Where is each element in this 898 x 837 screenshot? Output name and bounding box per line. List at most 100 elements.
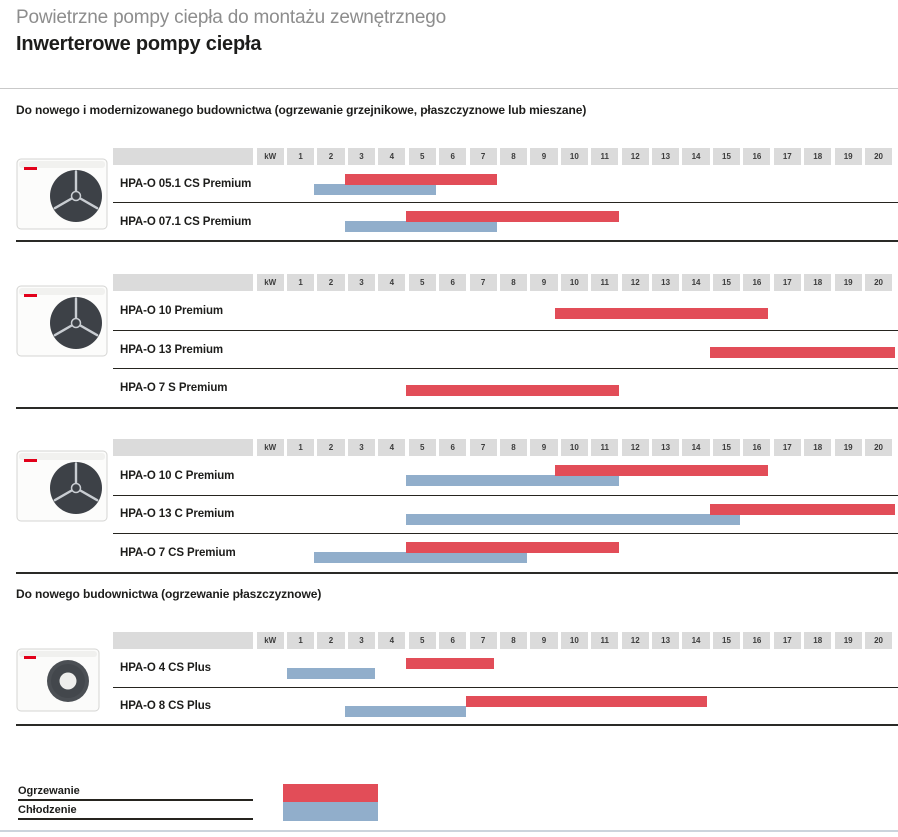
axis-tick-label: 11 — [591, 274, 619, 291]
heating-bar — [466, 695, 707, 707]
heating-bar — [709, 346, 896, 358]
product-name: HPA-O 4 CS Plus — [120, 662, 211, 675]
power-range-table: kW 1 2 3 4 5 6 7 8 9 10 11 12 13 14 15 16 17 18 19 20 HPA-O 1… — [16, 439, 898, 574]
table-area: kW 1 2 3 4 5 6 7 8 9 10 11 12 13 14 15 16 17 18 19 20 HPA-O 1… — [113, 274, 898, 407]
axis-tick-label: 12 — [621, 148, 649, 165]
axis-tick-label: 16 — [743, 274, 771, 291]
axis-tick-label: 14 — [682, 632, 710, 649]
axis-tick-label: 14 — [682, 274, 710, 291]
axis-tick-label: 15 — [712, 274, 741, 291]
axis-tick-label: 1 — [287, 632, 315, 649]
product-name: HPA-O 05.1 CS Premium — [120, 178, 252, 191]
cooling-bar — [314, 184, 437, 195]
axis-tick-label: 1 — [287, 148, 315, 165]
product-name: HPA-O 7 CS Premium — [120, 546, 236, 559]
axis-tick-label: 17 — [773, 148, 801, 165]
axis-tick-label: 1 — [287, 274, 315, 291]
axis-tick-label: 13 — [652, 632, 680, 649]
axis-tick-label: 18 — [804, 632, 832, 649]
axis-header-row: kW 1 2 3 4 5 6 7 8 9 10 11 12 13 14 15 16 17 18 19 20 — [113, 632, 898, 650]
product-row: HPA-O 8 CS Plus — [113, 686, 898, 725]
product-row: HPA-O 7 S Premium — [113, 368, 898, 407]
axis-tick-label: 8 — [499, 439, 528, 456]
cooling-bar — [344, 705, 467, 717]
product-name: HPA-O 10 C Premium — [120, 469, 235, 482]
page-bottom-rule — [0, 830, 898, 832]
axis-tick-label: 18 — [804, 439, 832, 456]
power-range-table: kW 1 2 3 4 5 6 7 8 9 10 11 12 13 14 15 16 17 18 19 20 HPA-O 0… — [16, 148, 898, 242]
axis-tick-label: 2 — [317, 439, 345, 456]
legend: Ogrzewanie Chłodzenie — [16, 783, 416, 823]
axis-tick-label: 9 — [530, 148, 558, 165]
axis-tick-label: 16 — [743, 148, 771, 165]
axis-tick-label: 17 — [773, 274, 801, 291]
heating-bar — [709, 503, 896, 515]
legend-item-cooling: Chłodzenie — [18, 802, 253, 820]
axis-tick-label: 3 — [347, 439, 376, 456]
axis-tick-label: 2 — [317, 148, 345, 165]
section-heading-2: Do nowego budownictwa (ogrzewanie płaszc… — [16, 587, 322, 601]
axis-tick-label: 5 — [408, 439, 436, 456]
legend-item-heating: Ogrzewanie — [18, 783, 253, 801]
legend-swatch-cooling — [283, 802, 378, 821]
axis-tick-label: 2 — [317, 632, 345, 649]
axis-tick-label: 19 — [834, 274, 862, 291]
axis-header-row: kW 1 2 3 4 5 6 7 8 9 10 11 12 13 14 15 16 17 18 19 20 — [113, 439, 898, 457]
cooling-bar — [314, 552, 528, 564]
product-row: HPA-O 10 Premium — [113, 292, 898, 330]
product-column-header-cell — [113, 274, 254, 291]
product-row: HPA-O 10 C Premium — [113, 457, 898, 495]
cooling-bar — [405, 513, 741, 525]
axis-tick-label: 12 — [621, 439, 649, 456]
product-row: HPA-O 07.1 CS Premium — [113, 202, 898, 239]
product-row: HPA-O 13 Premium — [113, 329, 898, 369]
heat-pump-ring-fan-image — [16, 648, 100, 719]
axis-tick-label: 13 — [652, 439, 680, 456]
product-name: HPA-O 7 S Premium — [120, 382, 228, 395]
axis-tick-label: 10 — [560, 148, 588, 165]
axis-tick-label: 10 — [560, 632, 588, 649]
heat-pump-three-blade-fan-image — [16, 285, 108, 364]
axis-tick-label: 18 — [804, 148, 832, 165]
axis-tick-label: 14 — [682, 439, 710, 456]
axis-tick-label: 20 — [864, 632, 893, 649]
axis-tick-label: 10 — [560, 439, 588, 456]
axis-tick-label: 3 — [347, 274, 376, 291]
axis-tick-label: 14 — [682, 148, 710, 165]
axis-tick-label: 11 — [591, 632, 619, 649]
axis-tick-label: 6 — [439, 274, 467, 291]
axis-tick-label: 17 — [773, 632, 801, 649]
axis-tick-label: 5 — [408, 148, 436, 165]
header-divider — [0, 88, 898, 89]
axis-tick-label: 9 — [530, 274, 558, 291]
axis-tick-label: 3 — [347, 148, 376, 165]
axis-tick-label: 6 — [439, 632, 467, 649]
heating-bar — [554, 465, 768, 476]
axis-unit-label: kW — [256, 632, 284, 649]
axis-tick-label: 8 — [499, 274, 528, 291]
axis-tick-label: 11 — [591, 148, 619, 165]
axis-tick-label: 3 — [347, 632, 376, 649]
axis-tick-label: 20 — [864, 148, 893, 165]
heat-pump-three-blade-fan-image — [16, 450, 108, 529]
axis-unit-label: kW — [256, 274, 284, 291]
heating-bar — [405, 385, 619, 397]
product-name: HPA-O 8 CS Plus — [120, 699, 211, 712]
axis-tick-label: 5 — [408, 274, 436, 291]
power-range-table: kW 1 2 3 4 5 6 7 8 9 10 11 12 13 14 15 16 17 18 19 20 HPA-O 1… — [16, 274, 898, 410]
axis-tick-label: 7 — [469, 148, 497, 165]
axis-tick-label: 4 — [378, 632, 406, 649]
product-row: HPA-O 4 CS Plus — [113, 650, 898, 687]
product-row: HPA-O 7 CS Premium — [113, 533, 898, 572]
page-kicker: Powietrzne pompy ciepła do montażu zewnę… — [16, 7, 446, 28]
axis-tick-label: 15 — [712, 439, 741, 456]
product-row: HPA-O 13 C Premium — [113, 494, 898, 534]
page-title: Inwerterowe pompy ciepła — [16, 33, 262, 55]
heating-bar — [405, 211, 619, 223]
product-column-header-cell — [113, 439, 254, 456]
axis-unit-label: kW — [256, 439, 284, 456]
axis-tick-label: 19 — [834, 148, 862, 165]
cooling-bar — [287, 668, 376, 679]
axis-tick-label: 11 — [591, 439, 619, 456]
